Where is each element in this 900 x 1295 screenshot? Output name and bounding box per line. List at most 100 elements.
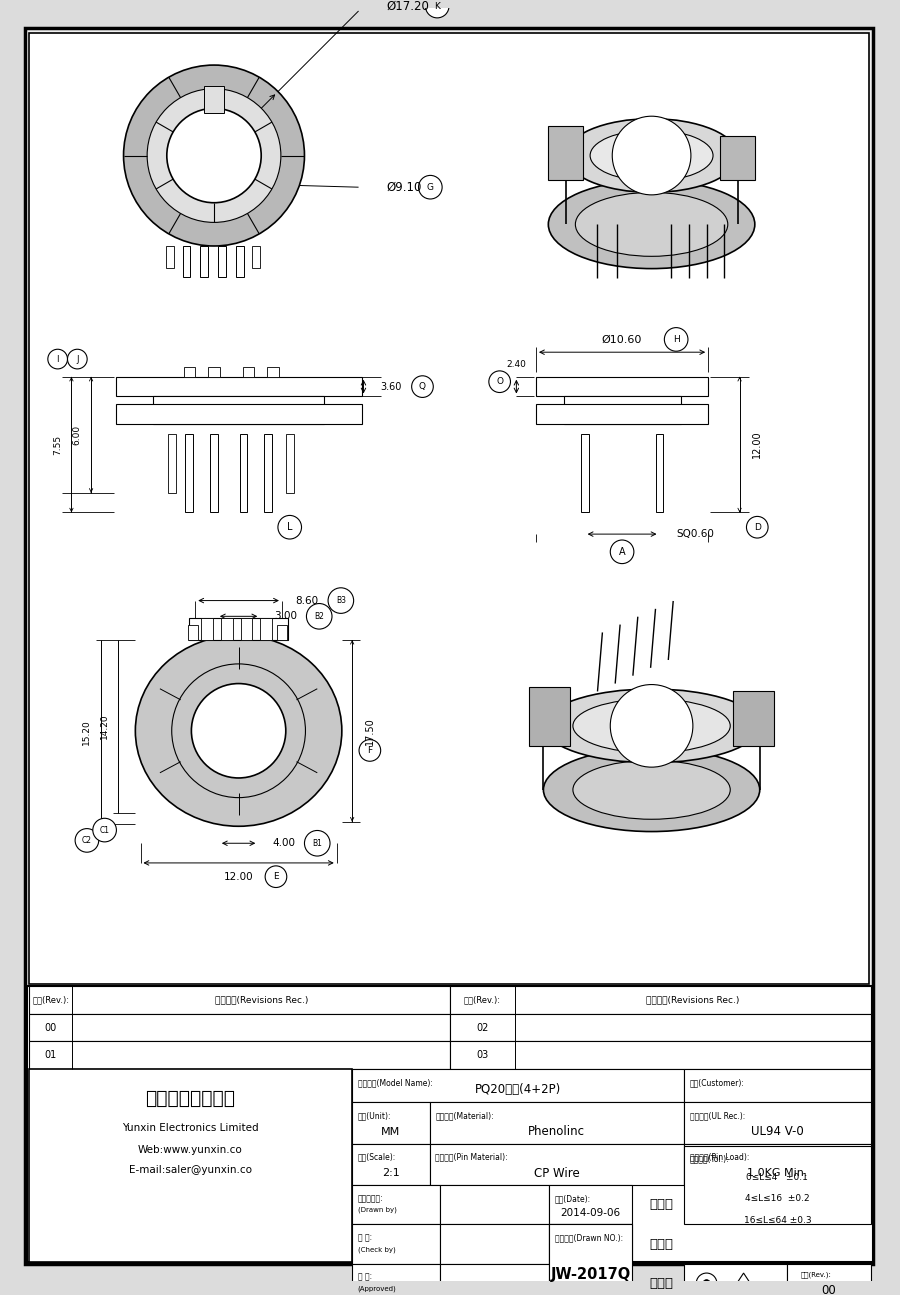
- Text: 针脚拉力(Pin Load):: 针脚拉力(Pin Load):: [689, 1153, 749, 1162]
- Bar: [684, 1143, 871, 1185]
- Circle shape: [48, 350, 68, 369]
- Circle shape: [664, 328, 688, 351]
- Bar: [549, 1224, 632, 1295]
- Text: 云芯电子有限公司: 云芯电子有限公司: [146, 1089, 236, 1109]
- Text: 6.00: 6.00: [73, 425, 82, 445]
- Bar: [352, 1264, 440, 1295]
- Bar: [429, 1102, 684, 1143]
- Text: E-mail:saler@yunxin.co: E-mail:saler@yunxin.co: [129, 1166, 252, 1176]
- Text: 版本(Rev.):: 版本(Rev.):: [32, 996, 69, 1005]
- Text: B3: B3: [336, 596, 346, 605]
- Circle shape: [278, 515, 302, 539]
- Circle shape: [697, 1273, 717, 1294]
- Text: (Drawn by): (Drawn by): [357, 1207, 396, 1213]
- Text: Q: Q: [419, 382, 426, 391]
- Text: 7.55: 7.55: [53, 435, 62, 455]
- Bar: [352, 1224, 440, 1264]
- Circle shape: [489, 370, 510, 392]
- Text: 03: 03: [476, 1050, 489, 1061]
- Circle shape: [306, 603, 332, 629]
- Text: 版本(Rev.):: 版本(Rev.):: [801, 1272, 832, 1278]
- Bar: [260, 618, 272, 640]
- Bar: [252, 246, 260, 268]
- Text: 校 对:: 校 对:: [357, 1233, 372, 1242]
- Bar: [153, 396, 324, 423]
- Ellipse shape: [573, 760, 730, 820]
- Text: (Check by): (Check by): [357, 1246, 395, 1252]
- Text: 修改记录(Revisions Rec.): 修改记录(Revisions Rec.): [646, 996, 740, 1005]
- Ellipse shape: [548, 180, 755, 268]
- Text: 工程与设计:: 工程与设计:: [357, 1194, 383, 1203]
- Bar: [189, 618, 288, 640]
- Bar: [27, 987, 873, 1261]
- Bar: [29, 1014, 450, 1041]
- Circle shape: [192, 684, 286, 778]
- Bar: [655, 434, 663, 513]
- Bar: [167, 434, 176, 493]
- Bar: [684, 1146, 871, 1224]
- Text: 单位(Unit):: 单位(Unit):: [357, 1111, 392, 1120]
- Bar: [684, 1264, 787, 1295]
- Bar: [183, 246, 191, 277]
- Circle shape: [304, 830, 330, 856]
- Bar: [185, 434, 193, 513]
- Bar: [208, 366, 220, 377]
- Circle shape: [610, 540, 634, 563]
- Text: 客户(Customer):: 客户(Customer):: [689, 1079, 744, 1088]
- Bar: [200, 246, 208, 277]
- Text: 0≤L≤4   ±0.1: 0≤L≤4 ±0.1: [746, 1173, 808, 1181]
- Bar: [528, 686, 570, 746]
- Text: 4.00: 4.00: [272, 838, 295, 848]
- Ellipse shape: [135, 636, 342, 826]
- Bar: [29, 987, 450, 1014]
- Text: 12.00: 12.00: [224, 872, 254, 882]
- Ellipse shape: [565, 119, 738, 193]
- Text: 2014-09-06: 2014-09-06: [561, 1207, 621, 1217]
- Text: 核 准:: 核 准:: [357, 1273, 372, 1282]
- Text: B1: B1: [312, 839, 322, 848]
- Text: G: G: [427, 183, 434, 192]
- Text: 一般公差(Tol.):: 一般公差(Tol.):: [689, 1155, 730, 1164]
- Bar: [352, 1143, 429, 1185]
- Text: J: J: [76, 355, 78, 364]
- Text: 2:1: 2:1: [382, 1168, 400, 1178]
- Text: CP Wire: CP Wire: [534, 1167, 580, 1180]
- Bar: [352, 1070, 684, 1102]
- Bar: [352, 1185, 440, 1224]
- Bar: [536, 404, 708, 423]
- Text: D: D: [754, 523, 760, 532]
- Text: MM: MM: [381, 1127, 400, 1137]
- Circle shape: [328, 588, 354, 614]
- Circle shape: [266, 866, 287, 887]
- Ellipse shape: [573, 699, 730, 752]
- Bar: [236, 246, 244, 277]
- Text: 规格描述(Model Name):: 规格描述(Model Name):: [357, 1079, 432, 1088]
- Text: UL94 V-0: UL94 V-0: [751, 1125, 804, 1138]
- Bar: [116, 404, 362, 423]
- Polygon shape: [732, 1273, 756, 1291]
- Text: 针脚材质(Pin Material):: 针脚材质(Pin Material):: [436, 1153, 508, 1162]
- Circle shape: [359, 739, 381, 761]
- Text: Ø9.10: Ø9.10: [386, 181, 421, 194]
- Ellipse shape: [590, 130, 713, 181]
- Ellipse shape: [544, 689, 760, 763]
- Bar: [684, 1070, 871, 1102]
- Bar: [450, 1041, 871, 1070]
- Text: A: A: [619, 546, 625, 557]
- Text: Web:www.yunxin.co: Web:www.yunxin.co: [138, 1145, 243, 1155]
- Text: L: L: [287, 522, 292, 532]
- Text: 刘水强: 刘水强: [650, 1198, 673, 1211]
- Text: O: O: [496, 377, 503, 386]
- Bar: [29, 32, 868, 984]
- Text: C2: C2: [82, 835, 92, 844]
- Bar: [720, 136, 755, 180]
- Text: 版本(Rev.):: 版本(Rev.):: [464, 996, 501, 1005]
- Text: Phenolinc: Phenolinc: [528, 1125, 585, 1138]
- Circle shape: [612, 117, 691, 194]
- Text: SQ0.60: SQ0.60: [676, 530, 714, 539]
- Bar: [29, 1070, 352, 1261]
- Circle shape: [123, 65, 304, 246]
- Bar: [265, 434, 272, 513]
- Text: B2: B2: [314, 611, 324, 620]
- Text: F: F: [367, 746, 373, 755]
